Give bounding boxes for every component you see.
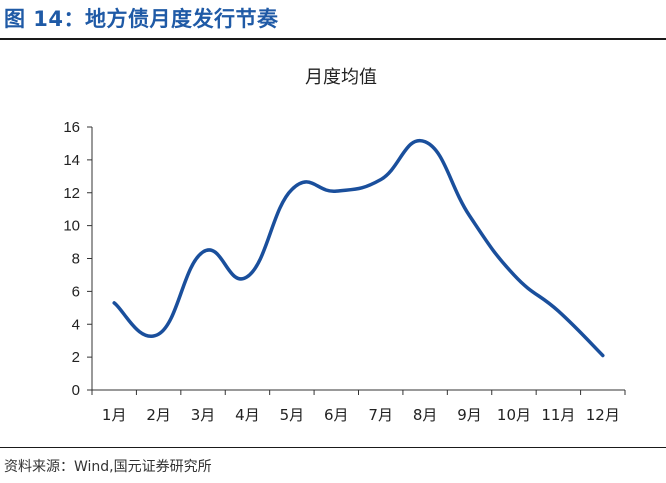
x-tick-label: 7月 <box>368 406 393 424</box>
y-tick-label: 4 <box>72 316 80 333</box>
top-divider <box>0 38 666 40</box>
x-tick-label: 1月 <box>102 406 127 424</box>
axes: 0 2 4 6 8 10 12 14 16 1月 2月 3月 4月 5月 6月 7月 8月 9月 10月 11月 12月 <box>63 119 626 424</box>
x-tick-label: 4月 <box>235 406 260 424</box>
x-tick-label: 2月 <box>146 406 171 424</box>
y-tick-label: 6 <box>72 283 80 300</box>
y-tick-label: 12 <box>63 185 80 202</box>
line-chart: 月度均值 0 2 4 6 8 10 12 14 16 1月 2月 3月 4月 5月 6月 7月 8月 9月 10月 1… <box>63 67 626 424</box>
y-tick-label: 14 <box>63 152 80 169</box>
x-tick-label: 11月 <box>541 406 575 424</box>
series-line <box>112 138 605 358</box>
series-line-group <box>112 138 605 358</box>
y-tick-label: 8 <box>72 251 80 268</box>
y-tick-label: 0 <box>72 382 80 399</box>
source-note: 资料来源：Wind,国元证券研究所 <box>4 459 212 475</box>
x-tick-label: 8月 <box>413 406 438 424</box>
y-tick-label: 10 <box>63 218 80 235</box>
x-tick-label: 10月 <box>497 406 531 424</box>
x-tick-label: 6月 <box>324 406 349 424</box>
y-tick-label: 16 <box>63 119 80 136</box>
x-tick-label: 5月 <box>280 406 305 424</box>
chart-title: 月度均值 <box>305 67 377 88</box>
x-tick-label: 3月 <box>191 406 216 424</box>
y-tick-label: 2 <box>72 349 80 366</box>
x-tick-label: 12月 <box>586 406 620 424</box>
figure-title: 图 14：地方债月度发行节奏 <box>4 7 279 31</box>
bottom-divider <box>0 447 666 448</box>
x-tick-label: 9月 <box>457 406 482 424</box>
